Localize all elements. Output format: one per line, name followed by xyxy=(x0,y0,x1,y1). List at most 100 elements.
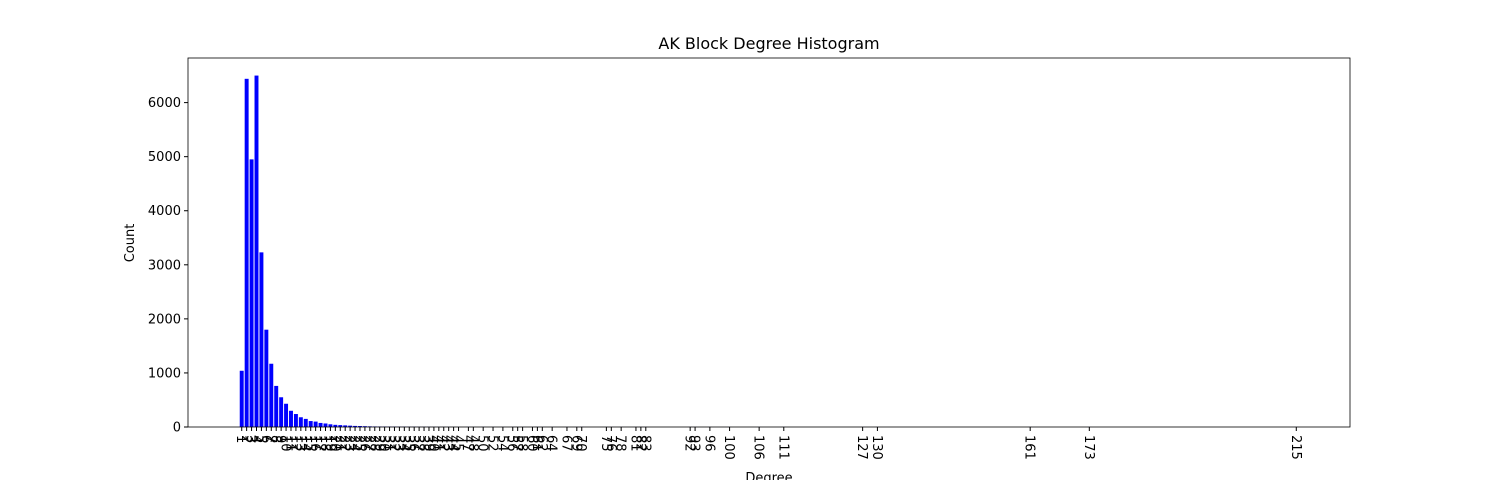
bar xyxy=(274,385,279,427)
x-tick-label: 61 xyxy=(529,435,544,452)
bar xyxy=(353,425,358,427)
x-tick-label: 47 xyxy=(460,435,475,452)
x-tick-label: 15 xyxy=(302,435,317,452)
x-tick-label: 44 xyxy=(445,435,460,452)
x-tick-label: 21 xyxy=(332,435,347,452)
x-tick-label: 41 xyxy=(430,435,445,452)
bar xyxy=(318,422,323,427)
x-tick-label: 29 xyxy=(371,435,386,452)
bar xyxy=(249,159,254,427)
x-tick-label: 60 xyxy=(524,435,539,452)
x-tick-label: 35 xyxy=(401,435,416,452)
x-tick-label: 67 xyxy=(558,435,573,452)
x-tick-label: 62 xyxy=(534,435,549,452)
bar xyxy=(244,78,249,428)
x-tick-label: 78 xyxy=(613,435,628,452)
x-tick-label: 42 xyxy=(435,435,450,452)
x-tick-label: 161 xyxy=(1022,435,1037,460)
x-tick-label: 58 xyxy=(514,435,529,452)
x-tick-label: 8 xyxy=(268,435,283,443)
bar xyxy=(298,417,303,427)
x-tick-label: 33 xyxy=(391,435,406,452)
x-tick-label: 18 xyxy=(317,435,332,452)
plot-frame xyxy=(187,57,1351,428)
x-tick-label: 13 xyxy=(292,435,307,452)
x-tick-label: 70 xyxy=(573,435,588,452)
x-tick-label: 48 xyxy=(465,435,480,452)
x-tick-label: 81 xyxy=(627,435,642,452)
x-tick-label: 37 xyxy=(411,435,426,452)
x-tick-label: 1 xyxy=(233,435,248,443)
x-tick-label: 20 xyxy=(327,435,342,452)
x-tick-label: 57 xyxy=(509,435,524,452)
y-tick-label: 2000 xyxy=(148,312,181,327)
x-tick-label: 96 xyxy=(701,435,716,452)
x-tick-label: 12 xyxy=(287,435,302,452)
x-tick-label: 26 xyxy=(356,435,371,452)
x-tick-label: 127 xyxy=(854,435,869,460)
bar xyxy=(338,425,343,427)
bar xyxy=(343,425,348,427)
x-tick-label: 43 xyxy=(440,435,455,452)
x-tick-label: 22 xyxy=(337,435,352,452)
x-tick-label: 92 xyxy=(682,435,697,452)
x-tick-label: 75 xyxy=(598,435,613,452)
bar xyxy=(259,252,264,427)
x-tick-label: 38 xyxy=(416,435,431,452)
x-tick-label: 11 xyxy=(282,435,297,452)
x-tick-label: 6 xyxy=(258,435,273,443)
x-tick-label: 40 xyxy=(425,435,440,452)
x-tick-label: 69 xyxy=(568,435,583,452)
y-tick-label: 0 xyxy=(173,421,181,436)
x-tick-label: 130 xyxy=(869,435,884,460)
bar xyxy=(303,418,308,427)
y-tick-label: 6000 xyxy=(148,96,181,111)
x-tick-label: 76 xyxy=(603,435,618,452)
x-tick-label: 83 xyxy=(637,435,652,452)
x-tick-label: 173 xyxy=(1081,435,1096,460)
x-tick-label: 31 xyxy=(381,435,396,452)
x-tick-label: 3 xyxy=(243,435,258,443)
y-tick-label: 1000 xyxy=(148,366,181,381)
x-tick-label: 34 xyxy=(396,435,411,452)
bar xyxy=(308,421,313,427)
x-tick-label: 36 xyxy=(406,435,421,452)
x-tick-label: 14 xyxy=(297,435,312,452)
x-tick-label: 52 xyxy=(485,435,500,452)
bar xyxy=(284,403,289,427)
x-tick-label: 28 xyxy=(366,435,381,452)
x-tick-label: 19 xyxy=(322,435,337,452)
x-tick-label: 39 xyxy=(420,435,435,452)
bar xyxy=(328,424,333,427)
x-tick-label: 16 xyxy=(307,435,322,452)
bar xyxy=(289,410,293,427)
bar xyxy=(239,370,244,427)
bar xyxy=(348,425,353,427)
y-tick-label: 5000 xyxy=(148,150,181,165)
x-axis-label: Degree xyxy=(745,471,792,480)
x-tick-label: 27 xyxy=(361,435,376,452)
x-tick-label: 7 xyxy=(263,435,278,443)
x-tick-label: 24 xyxy=(347,435,362,452)
chart-title: AK Block Degree Histogram xyxy=(658,34,879,53)
bar xyxy=(264,329,269,427)
y-axis-label: Count xyxy=(123,224,138,263)
x-tick-label: 215 xyxy=(1288,435,1303,460)
x-tick-label: 10 xyxy=(278,435,293,452)
bar xyxy=(279,397,284,427)
x-tick-label: 30 xyxy=(376,435,391,452)
x-tick-label: 64 xyxy=(544,435,559,452)
x-tick-label: 111 xyxy=(775,435,790,460)
x-tick-label: 25 xyxy=(351,435,366,452)
bar xyxy=(254,75,259,428)
x-tick-label: 2 xyxy=(238,435,253,443)
x-tick-label: 4 xyxy=(248,435,263,443)
x-tick-label: 56 xyxy=(504,435,519,452)
x-tick-label: 9 xyxy=(273,435,288,443)
bar xyxy=(269,363,274,427)
x-tick-label: 17 xyxy=(312,435,327,452)
x-tick-label: 82 xyxy=(632,435,647,452)
bar xyxy=(358,426,362,427)
bar xyxy=(323,423,328,427)
